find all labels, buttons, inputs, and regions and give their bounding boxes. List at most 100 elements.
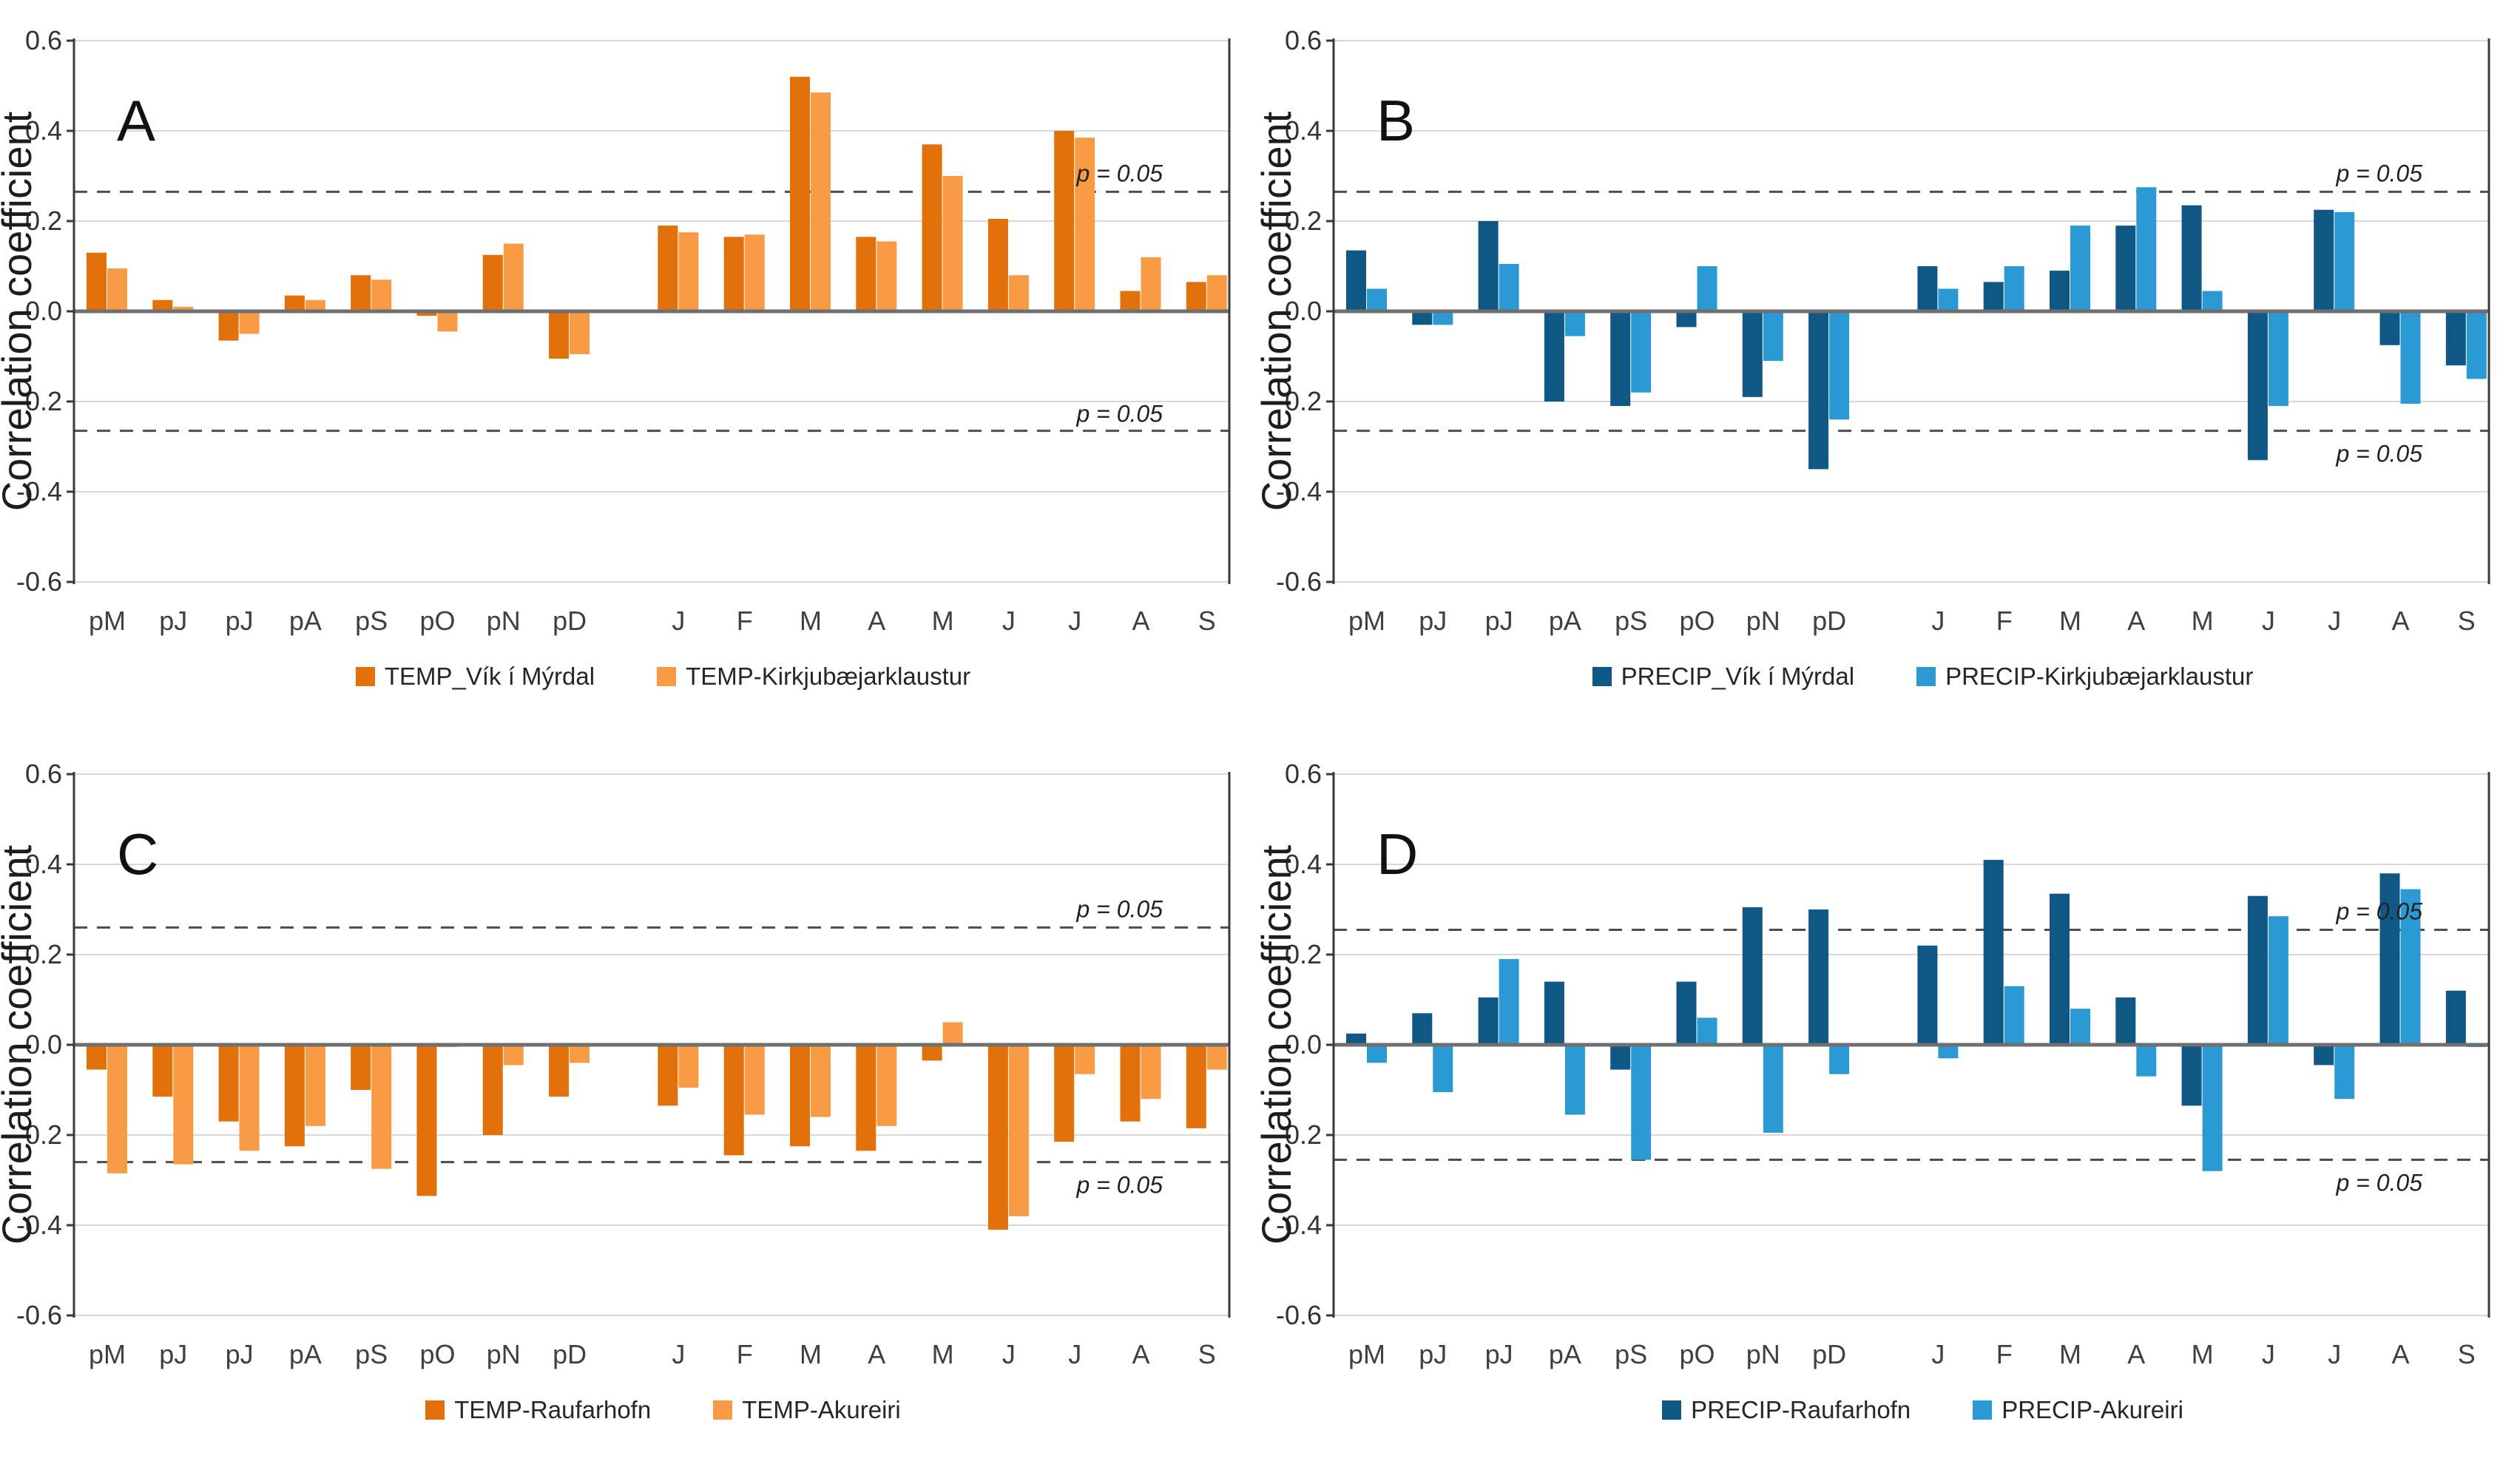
bar xyxy=(1829,311,1850,420)
legend-swatch-dark-orange xyxy=(425,1400,445,1420)
y-tick-label: -0.2 xyxy=(1276,1119,1322,1150)
bar xyxy=(107,268,127,311)
bar xyxy=(371,1045,392,1169)
x-tick-label: M xyxy=(2192,1339,2214,1369)
bar xyxy=(811,92,831,312)
x-tick-label: M xyxy=(2059,606,2081,636)
bar xyxy=(173,306,194,311)
panel-letter: A xyxy=(117,88,155,153)
bar xyxy=(2004,986,2024,1045)
y-tick-label: 0.2 xyxy=(1285,939,1322,969)
legend-swatch-light-blue xyxy=(1916,667,1936,686)
y-tick-label: 0.6 xyxy=(1285,25,1322,55)
legend-entry: PRECIP-Raufarhofn xyxy=(1662,1396,1911,1424)
y-tick-label: 0.2 xyxy=(25,939,62,969)
legend-D: PRECIP-Raufarhofn PRECIP-Akureiri xyxy=(1260,1396,2519,1424)
x-tick-label: J xyxy=(1931,1339,1945,1369)
y-axis-title: Correlation coefficient xyxy=(0,111,40,511)
bar xyxy=(1075,1045,1095,1074)
bar xyxy=(1610,311,1631,407)
y-tick-label: -0.6 xyxy=(1276,566,1322,597)
legend-A: TEMP_Vík í Mýrdal TEMP-Kirkjubæjarklaust… xyxy=(0,663,1260,691)
legend-label: PRECIP-Kirkjubæjarklaustur xyxy=(1945,663,2254,690)
bar xyxy=(678,1045,699,1088)
x-tick-label: M xyxy=(800,1339,822,1369)
bar xyxy=(1008,1045,1029,1216)
legend-entry: TEMP_Vík í Mýrdal xyxy=(355,663,595,691)
bar xyxy=(549,311,570,359)
bar xyxy=(1697,1017,1717,1045)
bar xyxy=(1938,1045,1959,1059)
x-tick-label: pJ xyxy=(1485,1339,1513,1369)
panel-B: 0.6 0.4 0.2 0.0 -0.2 -0.4 -0.6 pM pJ pJ pA pS pO pN pD… xyxy=(1260,0,2519,734)
bar xyxy=(1983,859,2004,1045)
panel-C: 0.6 0.4 0.2 0.0 -0.2 -0.4 -0.6 pM pJ pJ pA pS pO pN pD… xyxy=(0,734,1260,1467)
bar xyxy=(876,241,897,311)
panel-A: 0.6 0.4 0.2 0.0 -0.2 -0.4 -0.6 pM pJ pJ pA pS pO pN pD… xyxy=(0,0,1260,734)
bar xyxy=(2314,1045,2334,1065)
bar xyxy=(284,295,305,311)
x-tick-label: pN xyxy=(1746,1339,1780,1369)
x-tick-label: J xyxy=(1002,1339,1016,1369)
sig-label-lower: p = 0.05 xyxy=(2335,1170,2422,1196)
legend-entry: PRECIP-Akureiri xyxy=(1973,1396,2183,1424)
legend-swatch-light-orange xyxy=(713,1400,733,1420)
bar xyxy=(723,237,744,311)
bar xyxy=(2115,226,2136,311)
bar xyxy=(1120,291,1141,311)
y-tick-label: 0.0 xyxy=(25,296,62,326)
bar xyxy=(1763,1045,1783,1133)
bar xyxy=(2445,311,2466,366)
bar xyxy=(2070,226,2090,311)
legend-entry: PRECIP-Kirkjubæjarklaustur xyxy=(1916,663,2253,691)
bar xyxy=(2181,1045,2202,1106)
sig-label-upper: p = 0.05 xyxy=(1075,160,1163,186)
x-tick-label: A xyxy=(2127,606,2145,636)
x-tick-label: pM xyxy=(89,1339,126,1369)
panel-letter: B xyxy=(1376,88,1415,153)
bar xyxy=(173,1045,194,1165)
bar xyxy=(2202,291,2223,311)
sig-label-lower: p = 0.05 xyxy=(1075,1172,1163,1199)
y-tick-label: 0.0 xyxy=(25,1029,62,1060)
bar xyxy=(570,1045,590,1063)
x-tick-label: F xyxy=(1996,606,2013,636)
y-axis-title: Correlation coefficient xyxy=(0,844,40,1244)
y-tick-label: -0.4 xyxy=(16,476,62,506)
y-axis-title: Correlation coefficient xyxy=(1260,111,1300,511)
y-tick-label: -0.6 xyxy=(1276,1300,1322,1330)
x-tick-label: pA xyxy=(1549,606,1581,636)
bar xyxy=(1412,311,1433,325)
bar xyxy=(2334,1045,2355,1100)
x-tick-label: pD xyxy=(553,1339,587,1369)
x-tick-label: A xyxy=(868,606,885,636)
bar xyxy=(856,237,876,311)
y-axis-title: Correlation coefficient xyxy=(1260,844,1300,1244)
x-tick-label: pS xyxy=(1615,606,1647,636)
bar xyxy=(2400,889,2421,1045)
x-tick-label: A xyxy=(2391,606,2409,636)
x-tick-label: pJ xyxy=(159,1339,187,1369)
x-tick-label: J xyxy=(672,1339,685,1369)
x-tick-label: pM xyxy=(1348,1339,1385,1369)
x-tick-label: pN xyxy=(1746,606,1780,636)
bar xyxy=(2379,873,2400,1045)
x-tick-label: A xyxy=(868,1339,885,1369)
x-tick-label: J xyxy=(1002,606,1016,636)
x-tick-label: pS xyxy=(355,1339,388,1369)
panel-D: 0.6 0.4 0.2 0.0 -0.2 -0.4 -0.6 pM pJ pJ pA pS pO pN pD… xyxy=(1260,734,2519,1467)
chart-D: 0.6 0.4 0.2 0.0 -0.2 -0.4 -0.6 pM pJ pJ pA pS pO pN pD… xyxy=(1260,759,2490,1369)
bar xyxy=(2334,211,2355,311)
bar xyxy=(1742,907,1763,1045)
bar xyxy=(1186,282,1206,311)
bar xyxy=(2070,1009,2090,1045)
bar xyxy=(658,1045,678,1106)
legend-label: TEMP-Akureiri xyxy=(742,1396,901,1423)
bar xyxy=(2247,895,2268,1045)
bar xyxy=(1808,909,1829,1045)
bar xyxy=(1206,1045,1227,1070)
bar xyxy=(1808,311,1829,470)
bar xyxy=(1367,288,1387,311)
bar xyxy=(744,234,765,311)
sig-label-lower: p = 0.05 xyxy=(2335,441,2422,467)
